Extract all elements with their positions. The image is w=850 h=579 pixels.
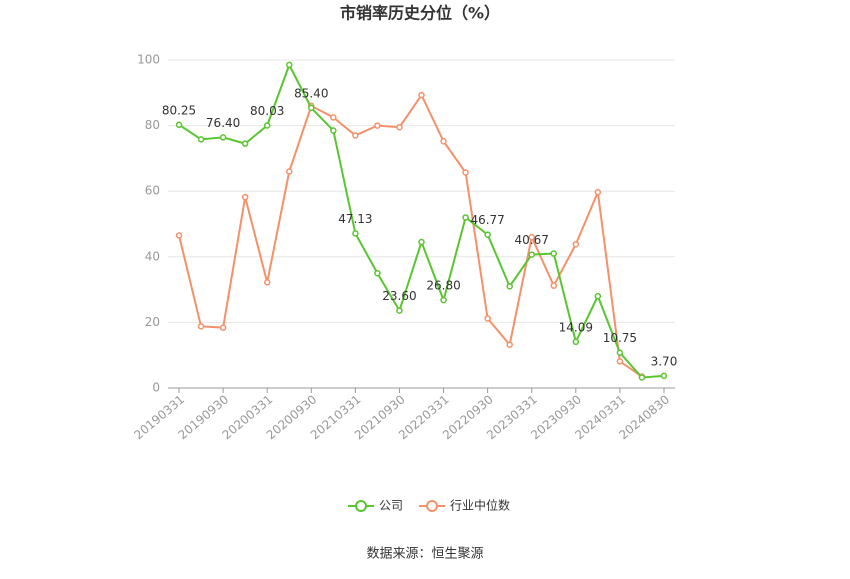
data-point: [462, 214, 469, 221]
data-point: [175, 121, 183, 129]
data-point: [616, 358, 624, 365]
data-label: 40.67: [515, 233, 549, 247]
data-label: 10.75: [603, 331, 637, 345]
data-label: 47.13: [338, 212, 372, 226]
data-point: [330, 114, 337, 121]
data-point: [285, 168, 293, 175]
data-point: [440, 296, 447, 304]
data-point: [550, 282, 558, 289]
legend-label: 公司: [379, 499, 403, 513]
data-label: 46.77: [470, 213, 504, 227]
data-point: [374, 122, 381, 129]
data-point: [352, 230, 359, 237]
y-tick-label: 80: [145, 118, 160, 132]
data-point: [263, 122, 271, 129]
data-label: 80.25: [162, 103, 196, 117]
y-tick-label: 0: [152, 381, 160, 395]
source: 数据来源：恒生聚源: [366, 547, 483, 562]
y-tick-label: 100: [137, 53, 160, 67]
data-point: [219, 134, 227, 141]
data-point: [594, 292, 602, 300]
series-line: [178, 93, 643, 378]
data-point: [175, 232, 183, 239]
data-point: [352, 132, 359, 139]
data-label: 3.70: [651, 354, 678, 368]
data-point: [197, 323, 205, 330]
data-point: [396, 307, 403, 314]
y-tick-label: 40: [145, 249, 160, 263]
data-point: [374, 269, 381, 277]
data-point: [308, 104, 315, 112]
data-label: 80.03: [250, 104, 284, 118]
data-point: [638, 374, 646, 381]
legend-item[interactable]: 公司: [348, 499, 403, 513]
legend-marker: [355, 500, 367, 512]
data-point: [594, 188, 602, 196]
data-point: [506, 341, 513, 348]
y-tick-label: 20: [145, 315, 160, 329]
data-point: [396, 123, 403, 131]
data-point: [616, 349, 624, 356]
data-point: [285, 61, 293, 69]
data-point: [440, 138, 447, 145]
data-point: [528, 233, 535, 241]
data-label: 14.09: [559, 320, 593, 334]
data-point: [197, 136, 205, 143]
data-point: [506, 283, 513, 290]
data-point: [484, 231, 491, 238]
legend-item[interactable]: 行业中位数: [419, 498, 510, 513]
data-point: [550, 250, 558, 257]
data-point: [418, 91, 425, 99]
chart-title: 市销率历史分位（%）: [340, 4, 500, 23]
data-point: [418, 238, 425, 246]
data-point: [462, 169, 469, 176]
y-tick-label: 60: [145, 184, 160, 198]
data-point: [219, 324, 227, 331]
data-point: [330, 127, 337, 134]
data-point: [484, 315, 491, 322]
data-point: [263, 279, 271, 286]
legend-marker: [426, 500, 439, 512]
data-point: [660, 372, 668, 380]
data-point: [572, 338, 580, 346]
data-label: 76.40: [206, 116, 240, 130]
data-point: [572, 241, 580, 248]
data-label: 23.60: [382, 289, 416, 303]
data-point: [241, 193, 249, 201]
data-point: [241, 140, 249, 147]
legend-label: 行业中位数: [450, 498, 510, 513]
data-label: 85.40: [294, 86, 328, 100]
data-point: [528, 251, 535, 258]
data-label: 26.80: [426, 279, 460, 293]
